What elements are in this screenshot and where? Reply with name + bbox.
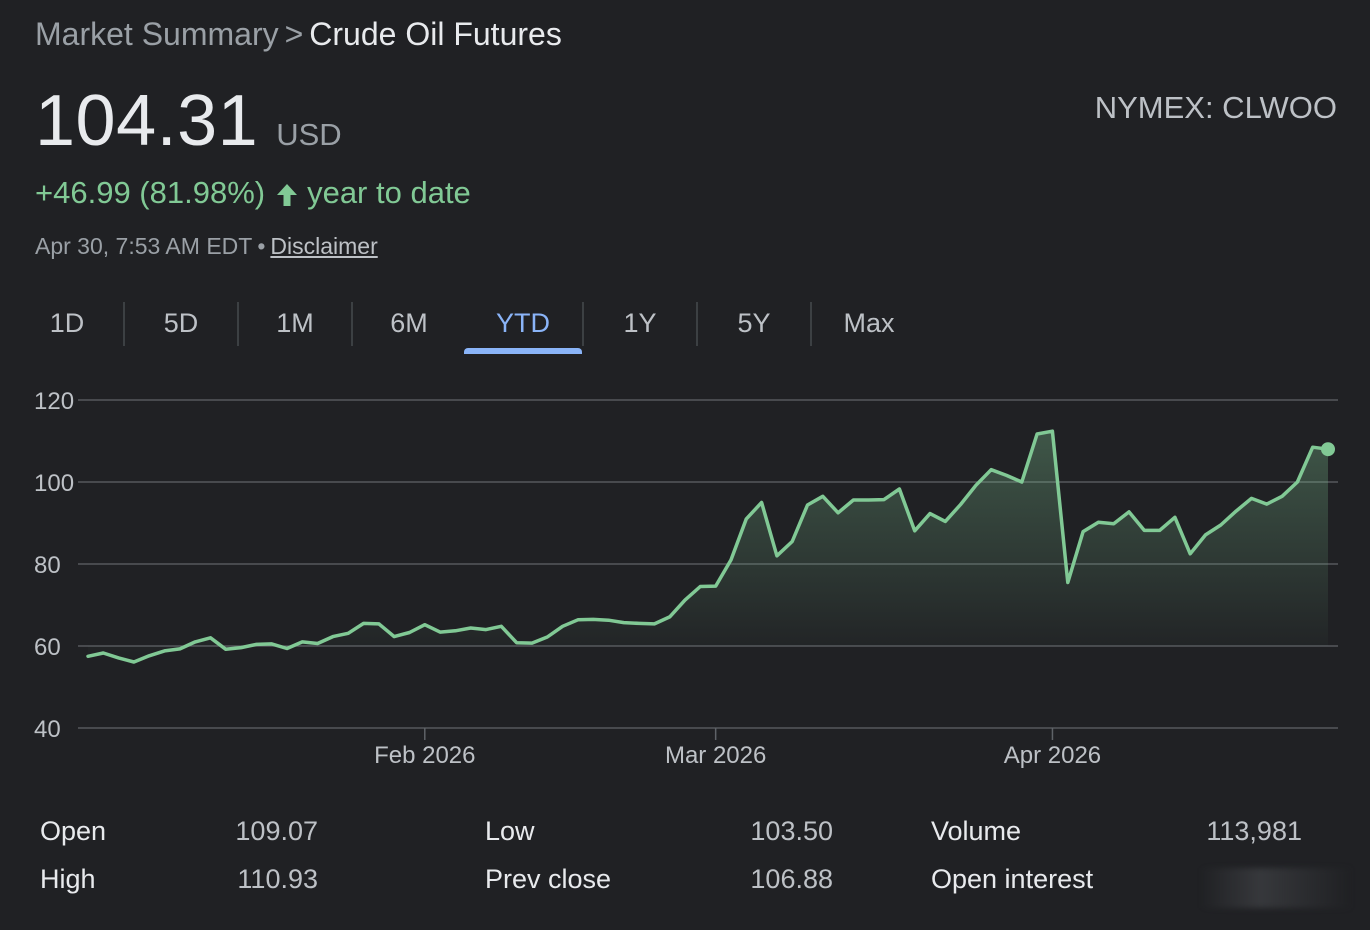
stat-open-value: 109.07 xyxy=(235,816,318,846)
tab-1d-label: 1D xyxy=(49,308,85,338)
tab-max[interactable]: Max xyxy=(812,300,926,354)
stat-volume-label: Volume xyxy=(931,816,1022,846)
tab-1d[interactable]: 1D xyxy=(10,300,124,354)
breadcrumb: Market Summary > Crude Oil Futures xyxy=(35,16,562,53)
stats-table: Open 109.07 High 110.93 Low 103.50 Prev … xyxy=(0,810,1370,920)
stat-open-interest-label: Open interest xyxy=(931,864,1094,894)
tab-divider xyxy=(810,302,812,346)
current-price: 104.31 xyxy=(35,81,259,161)
tab-divider xyxy=(582,302,584,346)
breadcrumb-separator: > xyxy=(284,16,304,52)
tab-ytd[interactable]: YTD xyxy=(464,300,582,354)
y-tick-label: 60 xyxy=(34,634,61,661)
tab-divider xyxy=(237,302,239,346)
tab-6m[interactable]: 6M xyxy=(352,300,466,354)
active-tab-indicator xyxy=(464,348,582,354)
disclaimer-link[interactable]: Disclaimer xyxy=(270,233,378,259)
exchange-ticker: NYMEX: CLWOO xyxy=(1094,90,1337,125)
price-line xyxy=(86,429,1330,664)
x-tick-label: Feb 2026 xyxy=(374,742,475,769)
tab-6m-label: 6M xyxy=(390,308,428,338)
obscured-value xyxy=(1200,868,1350,908)
tab-1y[interactable]: 1Y xyxy=(583,300,697,354)
stat-high-value: 110.93 xyxy=(237,864,318,894)
timestamp-text: Apr 30, 7:53 AM EDT xyxy=(35,233,253,259)
x-tick-label: Apr 2026 xyxy=(1004,742,1101,769)
x-tick-label: Mar 2026 xyxy=(665,742,766,769)
y-tick-label: 120 xyxy=(34,388,74,415)
stat-prev-close-label: Prev close xyxy=(485,864,612,894)
stat-open-label: Open xyxy=(40,816,107,846)
currency-label: USD xyxy=(276,117,342,152)
tab-1m-label: 1M xyxy=(276,308,314,338)
stat-volume-value: 113,981 xyxy=(1206,816,1302,846)
quote-timestamp: Apr 30, 7:53 AM EDT • Disclaimer xyxy=(35,233,378,260)
tab-divider xyxy=(123,302,125,346)
tab-divider xyxy=(696,302,698,346)
tab-5d[interactable]: 5D xyxy=(124,300,238,354)
tab-max-label: Max xyxy=(843,308,895,338)
arrow-up-icon xyxy=(275,180,299,206)
price-row: 104.31 USD xyxy=(35,80,342,162)
last-price-marker xyxy=(1321,442,1335,457)
tab-5d-label: 5D xyxy=(163,308,199,338)
price-chart[interactable]: 40 60 80 100 120 Feb 2026 Mar 2026 Apr 2026 xyxy=(0,370,1370,790)
tab-5y-label: 5Y xyxy=(737,308,771,338)
timestamp-bullet: • xyxy=(257,233,266,259)
tab-ytd-label: YTD xyxy=(496,308,550,338)
y-tick-label: 80 xyxy=(34,552,61,579)
tab-5y[interactable]: 5Y xyxy=(697,300,811,354)
y-tick-label: 40 xyxy=(34,716,61,743)
stat-high-label: High xyxy=(40,864,96,894)
tab-divider xyxy=(351,302,353,346)
price-change-period: year to date xyxy=(307,175,471,210)
price-change-value: +46.99 (81.98%) xyxy=(35,175,266,210)
stat-prev-close-value: 106.88 xyxy=(750,864,833,894)
tab-1m[interactable]: 1M xyxy=(238,300,352,354)
price-area xyxy=(88,431,1328,662)
y-tick-label: 100 xyxy=(34,470,74,497)
tab-1y-label: 1Y xyxy=(623,308,657,338)
breadcrumb-current: Crude Oil Futures xyxy=(309,16,562,52)
breadcrumb-root-link[interactable]: Market Summary xyxy=(35,16,279,52)
stat-low-value: 103.50 xyxy=(750,816,833,846)
stat-low-label: Low xyxy=(485,816,535,846)
price-change: +46.99 (81.98%) year to date xyxy=(35,175,471,211)
